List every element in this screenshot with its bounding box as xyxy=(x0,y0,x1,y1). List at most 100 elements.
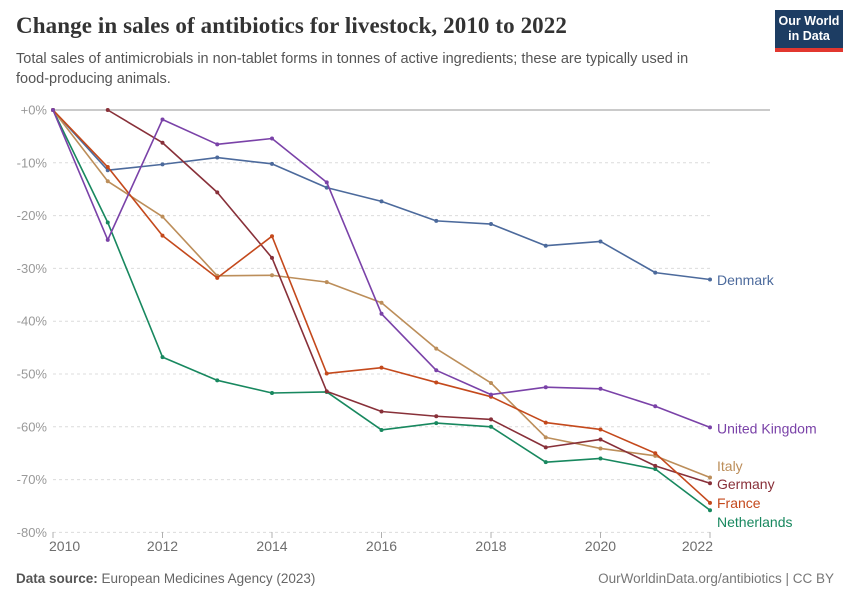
series-point-united-kingdom xyxy=(215,142,220,147)
series-point-denmark xyxy=(708,277,712,282)
x-axis-label: 2018 xyxy=(475,538,506,554)
series-point-denmark xyxy=(598,239,603,244)
series-point-netherlands xyxy=(270,391,274,396)
series-point-united-kingdom xyxy=(708,425,712,430)
series-point-denmark xyxy=(379,199,384,204)
series-point-germany xyxy=(215,190,220,195)
series-point-netherlands xyxy=(489,424,493,429)
series-point-germany xyxy=(160,140,165,145)
data-source-note: Data source: European Medicines Agency (… xyxy=(16,571,315,586)
series-point-germany xyxy=(543,445,548,450)
series-point-netherlands xyxy=(653,467,658,472)
page-title: Change in sales of antibiotics for lives… xyxy=(16,13,567,38)
y-axis-label: -40% xyxy=(17,314,48,329)
series-point-france xyxy=(598,427,603,432)
series-point-united-kingdom xyxy=(51,108,55,112)
series-point-united-kingdom xyxy=(379,311,384,316)
x-axis-label: 2014 xyxy=(256,538,287,554)
series-point-denmark xyxy=(215,155,220,160)
x-axis-label: 2020 xyxy=(585,538,616,554)
series-point-italy xyxy=(543,435,548,440)
series-point-united-kingdom xyxy=(434,368,439,373)
series-point-denmark xyxy=(489,222,493,227)
series-point-denmark xyxy=(434,218,439,223)
x-axis-label: 2022 xyxy=(682,538,713,554)
series-point-denmark xyxy=(160,162,165,167)
owid-cc-link[interactable]: OurWorldinData.org/antibiotics | CC BY xyxy=(598,571,834,586)
series-point-netherlands xyxy=(598,456,603,461)
series-point-italy xyxy=(379,300,384,305)
series-point-italy xyxy=(434,346,439,351)
series-point-denmark xyxy=(653,270,658,275)
series-point-united-kingdom xyxy=(270,136,274,141)
series-point-germany xyxy=(434,414,439,419)
series-point-italy xyxy=(105,179,110,184)
series-point-france xyxy=(160,233,165,238)
series-point-netherlands xyxy=(160,355,165,360)
series-label-netherlands[interactable]: Netherlands xyxy=(717,514,793,530)
series-point-france xyxy=(708,500,712,505)
series-point-italy xyxy=(324,280,329,285)
series-point-netherlands xyxy=(543,460,548,465)
x-axis-label: 2010 xyxy=(49,538,80,554)
y-axis-label: -60% xyxy=(17,419,48,434)
series-point-france xyxy=(270,234,274,239)
series-point-netherlands xyxy=(434,421,439,426)
series-point-netherlands xyxy=(215,378,220,383)
x-axis-label: 2016 xyxy=(366,538,397,554)
owid-logo[interactable]: Our World in Data xyxy=(775,10,843,52)
series-point-italy xyxy=(598,446,603,451)
series-label-italy[interactable]: Italy xyxy=(717,458,743,474)
series-point-denmark xyxy=(543,243,548,248)
series-point-united-kingdom xyxy=(105,237,110,242)
series-point-france xyxy=(543,420,548,425)
chart-subtitle: Total sales of antimicrobials in non-tab… xyxy=(16,50,689,87)
series-point-netherlands xyxy=(105,220,110,225)
chart-footer: Data source: European Medicines Agency (… xyxy=(0,571,850,586)
owid-logo-line2: in Data xyxy=(788,29,830,43)
y-axis-label: -80% xyxy=(17,525,48,540)
series-point-germany xyxy=(653,463,658,468)
series-point-united-kingdom xyxy=(653,404,658,409)
series-point-netherlands xyxy=(708,508,712,513)
series-point-united-kingdom xyxy=(598,386,603,391)
series-point-france xyxy=(379,365,384,370)
series-line-germany xyxy=(106,109,711,485)
y-axis-label: -50% xyxy=(17,367,48,382)
series-point-germany xyxy=(379,409,384,414)
series-label-france[interactable]: France xyxy=(717,495,761,511)
series-point-france xyxy=(105,165,110,170)
x-axis-label: 2012 xyxy=(147,538,178,554)
series-point-italy xyxy=(270,273,274,278)
series-point-germany xyxy=(105,108,110,112)
series-point-germany xyxy=(270,255,274,260)
y-axis-label: +0% xyxy=(21,103,48,118)
chart-header: Change in sales of antibiotics for lives… xyxy=(16,12,766,89)
series-label-germany[interactable]: Germany xyxy=(717,476,775,492)
series-point-denmark xyxy=(270,161,274,166)
series-point-italy xyxy=(708,475,712,480)
series-point-netherlands xyxy=(379,427,384,432)
y-axis-label: -10% xyxy=(17,155,48,170)
series-point-united-kingdom xyxy=(543,385,548,390)
series-point-united-kingdom xyxy=(160,117,165,122)
series-point-united-kingdom xyxy=(324,180,329,185)
series-point-france xyxy=(215,275,220,280)
owid-logo-line1: Our World xyxy=(778,13,840,28)
series-label-united-kingdom[interactable]: United Kingdom xyxy=(717,421,817,437)
y-axis-label: -70% xyxy=(17,472,48,487)
series-point-france xyxy=(324,371,329,376)
series-point-united-kingdom xyxy=(489,392,493,397)
data-source-label: Data source: xyxy=(16,571,98,586)
y-axis-label: -20% xyxy=(17,208,48,223)
series-point-germany xyxy=(324,389,329,394)
series-point-italy xyxy=(160,214,165,219)
series-point-germany xyxy=(708,481,712,486)
y-axis-label: -30% xyxy=(17,261,48,276)
series-point-italy xyxy=(489,380,493,385)
series-point-germany xyxy=(598,437,603,442)
series-point-france xyxy=(653,451,658,456)
series-point-germany xyxy=(489,417,493,422)
series-label-denmark[interactable]: Denmark xyxy=(717,272,775,288)
